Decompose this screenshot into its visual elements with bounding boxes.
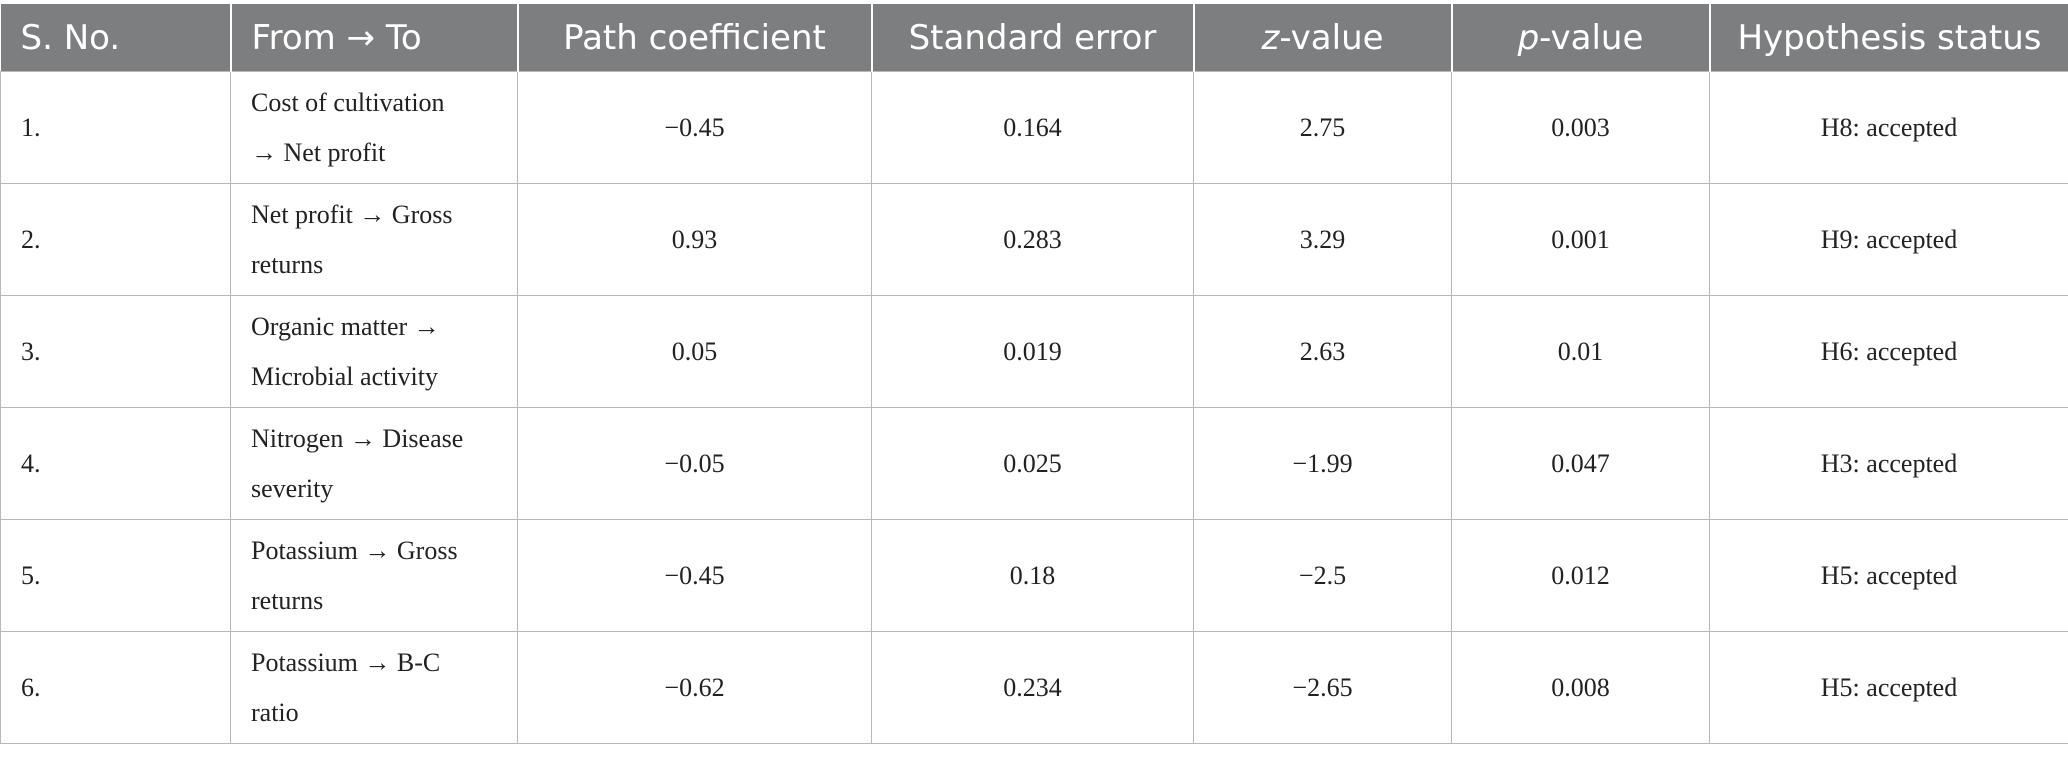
cell-path-coefficient: 0.05 — [517, 295, 872, 408]
cell-path-coefficient: 0.93 — [517, 183, 872, 296]
cell-from-to: Potassium → B-C ratio — [230, 631, 518, 744]
from-to-line-1: Nitrogen → Disease — [251, 423, 464, 453]
cell-standard-error: 0.18 — [871, 519, 1194, 632]
from-to-line-2: returns — [251, 249, 324, 279]
cell-z-value: 2.63 — [1193, 295, 1452, 408]
cell-s-no: 4. — [0, 407, 231, 520]
header-path-coefficient: Path coefficient — [516, 4, 872, 72]
path-analysis-table-container: S. No. From → To Path coefficient Standa… — [0, 4, 2068, 744]
cell-from-to: Potassium → Gross returns — [230, 519, 518, 632]
header-hypothesis-status: Hypothesis status — [1708, 4, 2068, 72]
cell-from-to: Organic matter → Microbial activity — [230, 295, 518, 408]
table-row: 6. Potassium → B-C ratio −0.62 0.234 −2.6… — [0, 631, 2068, 744]
cell-z-value: −1.99 — [1193, 407, 1452, 520]
table-row: 4. Nitrogen → Disease severity −0.05 0.02… — [0, 407, 2068, 520]
cell-from-to: Cost of cultivation → Net profit — [230, 71, 518, 184]
cell-standard-error: 0.164 — [871, 71, 1194, 184]
cell-s-no: 5. — [0, 519, 231, 632]
from-to-line-1: Potassium → B-C — [251, 647, 441, 677]
cell-p-value: 0.01 — [1451, 295, 1710, 408]
header-p-value: p-value — [1450, 4, 1710, 72]
cell-z-value: 3.29 — [1193, 183, 1452, 296]
cell-path-coefficient: −0.05 — [517, 407, 872, 520]
cell-p-value: 0.003 — [1451, 71, 1710, 184]
cell-standard-error: 0.234 — [871, 631, 1194, 744]
cell-from-to: Net profit → Gross returns — [230, 183, 518, 296]
header-p-suffix: -value — [1539, 17, 1644, 58]
from-to-line-1: Net profit → Gross — [251, 199, 453, 229]
header-z-value: z-value — [1192, 4, 1452, 72]
cell-from-to: Nitrogen → Disease severity — [230, 407, 518, 520]
table-row: 1. Cost of cultivation → Net profit −0.45… — [0, 71, 2068, 184]
cell-hypothesis-status: H6: accepted — [1709, 295, 2068, 408]
table-row: 2. Net profit → Gross returns 0.93 0.283 … — [0, 183, 2068, 296]
cell-hypothesis-status: H8: accepted — [1709, 71, 2068, 184]
from-to-line-1: Organic matter → — [251, 311, 440, 341]
from-to-line-2: returns — [251, 585, 324, 615]
cell-standard-error: 0.283 — [871, 183, 1194, 296]
table-body: 1. Cost of cultivation → Net profit −0.45… — [0, 71, 2068, 744]
cell-s-no: 1. — [0, 71, 231, 184]
header-from-to: From → To — [229, 4, 518, 72]
from-to-line-1: Cost of cultivation — [251, 87, 445, 117]
header-row: S. No. From → To Path coefficient Standa… — [0, 4, 2068, 72]
cell-p-value: 0.047 — [1451, 407, 1710, 520]
path-analysis-table: S. No. From → To Path coefficient Standa… — [0, 4, 2068, 744]
from-to-line-2: → Net profit — [251, 137, 386, 167]
from-to-line-1: Potassium → Gross — [251, 535, 458, 565]
table-row: 5. Potassium → Gross returns −0.45 0.18 −… — [0, 519, 2068, 632]
from-to-line-2: Microbial activity — [251, 361, 439, 391]
from-to-line-2: ratio — [251, 697, 299, 727]
header-s-no: S. No. — [0, 4, 231, 72]
header-standard-error: Standard error — [870, 4, 1194, 72]
from-to-line-2: severity — [251, 473, 334, 503]
cell-hypothesis-status: H5: accepted — [1709, 631, 2068, 744]
cell-s-no: 2. — [0, 183, 231, 296]
table-row: 3. Organic matter → Microbial activity 0.… — [0, 295, 2068, 408]
cell-z-value: −2.5 — [1193, 519, 1452, 632]
table-header: S. No. From → To Path coefficient Standa… — [0, 4, 2068, 72]
cell-z-value: 2.75 — [1193, 71, 1452, 184]
cell-standard-error: 0.025 — [871, 407, 1194, 520]
cell-path-coefficient: −0.62 — [517, 631, 872, 744]
header-z-suffix: -value — [1279, 17, 1384, 58]
cell-p-value: 0.012 — [1451, 519, 1710, 632]
cell-standard-error: 0.019 — [871, 295, 1194, 408]
header-p-symbol: p — [1517, 17, 1540, 58]
cell-p-value: 0.001 — [1451, 183, 1710, 296]
cell-hypothesis-status: H5: accepted — [1709, 519, 2068, 632]
cell-s-no: 6. — [0, 631, 231, 744]
cell-hypothesis-status: H3: accepted — [1709, 407, 2068, 520]
cell-path-coefficient: −0.45 — [517, 71, 872, 184]
cell-z-value: −2.65 — [1193, 631, 1452, 744]
header-z-symbol: z — [1261, 17, 1280, 58]
cell-s-no: 3. — [0, 295, 231, 408]
cell-p-value: 0.008 — [1451, 631, 1710, 744]
cell-hypothesis-status: H9: accepted — [1709, 183, 2068, 296]
cell-path-coefficient: −0.45 — [517, 519, 872, 632]
